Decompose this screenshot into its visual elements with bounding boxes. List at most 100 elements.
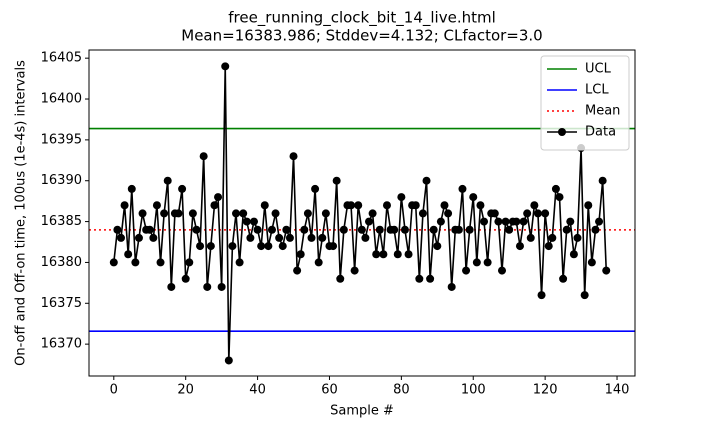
data-point (365, 217, 374, 226)
data-point (152, 201, 161, 210)
data-point (490, 209, 499, 218)
data-point (444, 209, 453, 218)
data-point (217, 282, 226, 291)
plot-frame (88, 49, 636, 377)
chart-subtitle: Mean=16383.986; Stddev=4.132; CLfactor=3… (181, 27, 542, 45)
data-point (260, 201, 269, 210)
y-tick-label: 16375 (41, 296, 82, 311)
data-point (505, 225, 514, 234)
data-point (354, 201, 363, 210)
data-point (185, 258, 194, 267)
legend-box (540, 55, 630, 151)
data-point (584, 201, 593, 210)
data-point (519, 217, 528, 226)
x-tick-label: 0 (110, 383, 118, 398)
data-point (278, 242, 287, 251)
data-point (116, 233, 125, 242)
data-point (512, 217, 521, 226)
x-tick-label: 60 (321, 383, 338, 398)
legend-label: Mean (585, 104, 620, 119)
data-point (501, 217, 510, 226)
data-point (235, 258, 244, 267)
y-tick-label: 16400 (41, 92, 82, 107)
data-point (382, 201, 391, 210)
data-point (569, 250, 578, 259)
data-point (332, 176, 341, 185)
data-point (523, 209, 532, 218)
data-point (422, 176, 431, 185)
data-point (426, 274, 435, 283)
legend-marker (558, 128, 566, 136)
data-point (375, 225, 384, 234)
data-point (318, 233, 327, 242)
data-point (551, 184, 560, 193)
data-point (221, 62, 230, 71)
chart-title: free_running_clock_bit_14_live.html (228, 9, 496, 28)
data-point (379, 250, 388, 259)
data-point (598, 176, 607, 185)
data-point (515, 242, 524, 251)
data-point (562, 225, 571, 234)
data-point (462, 266, 471, 275)
x-tick-label: 140 (605, 383, 630, 398)
data-point (400, 225, 409, 234)
data-point (239, 209, 248, 218)
x-tick-label: 120 (533, 383, 558, 398)
data-point (537, 291, 546, 300)
data-point (454, 225, 463, 234)
data-point (541, 209, 550, 218)
data-point (526, 233, 535, 242)
legend-label: LCL (585, 83, 609, 98)
data-point (120, 201, 129, 210)
data-point (199, 152, 208, 161)
data-point (271, 209, 280, 218)
y-tick-label: 16395 (41, 132, 82, 147)
legend-label: UCL (585, 62, 612, 77)
data-point (494, 217, 503, 226)
data-point (145, 225, 154, 234)
data-point (206, 242, 215, 251)
data-point (300, 225, 309, 234)
data-point (124, 250, 133, 259)
data-point (264, 242, 273, 251)
data-point (483, 258, 492, 267)
data-point (469, 193, 478, 202)
y-tick-label: 16390 (41, 173, 82, 188)
data-point (458, 184, 467, 193)
data-point (415, 274, 424, 283)
data-point (178, 184, 187, 193)
x-tick-label: 40 (249, 383, 266, 398)
data-point (465, 225, 474, 234)
data-point (339, 225, 348, 234)
data-point (602, 266, 611, 275)
data-point (156, 258, 165, 267)
data-point (580, 291, 589, 300)
data-point (357, 225, 366, 234)
data-point (275, 233, 284, 242)
x-tick-label: 80 (393, 383, 410, 398)
data-point (113, 225, 122, 234)
data-point (253, 225, 262, 234)
data-point (149, 233, 158, 242)
data-point (587, 258, 596, 267)
data-point (131, 258, 140, 267)
data-point (418, 209, 427, 218)
data-point (192, 225, 201, 234)
data-point (555, 193, 564, 202)
data-point (390, 225, 399, 234)
x-tick-label: 20 (177, 383, 194, 398)
data-point (311, 184, 320, 193)
data-point (203, 282, 212, 291)
data-point (566, 217, 575, 226)
data-point (224, 356, 233, 365)
data-point (372, 250, 381, 259)
data-point (249, 217, 258, 226)
data-point (303, 209, 312, 218)
data-point (472, 258, 481, 267)
y-tick-label: 16380 (41, 255, 82, 270)
y-tick-label: 16405 (41, 51, 82, 66)
data-point (163, 176, 172, 185)
y-tick-label: 16385 (41, 214, 82, 229)
data-point (160, 209, 169, 218)
